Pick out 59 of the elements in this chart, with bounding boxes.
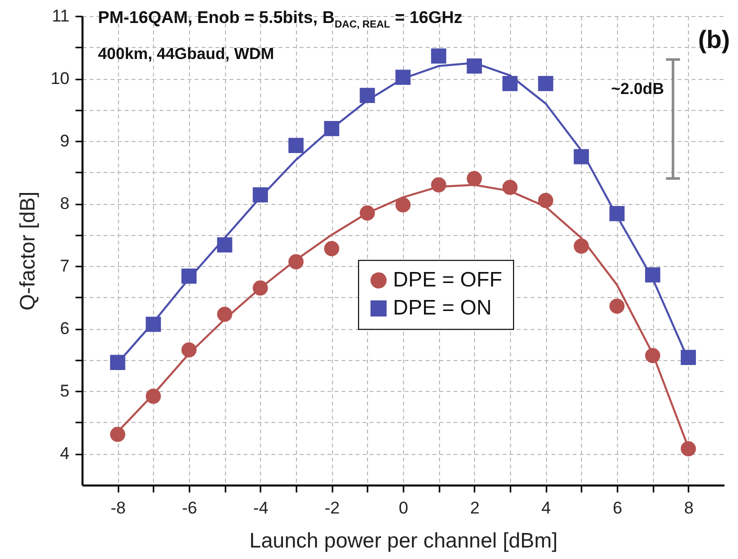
x-tick-label: -4: [253, 498, 268, 518]
y-tick-label: 10: [50, 69, 70, 88]
point: [395, 197, 411, 212]
text: 400km, 44Gbaud, WDM: [98, 46, 274, 64]
y-tick-label: 5: [60, 382, 70, 401]
point: [395, 70, 411, 85]
y-tick-label: 11: [52, 6, 70, 26]
point: [538, 76, 554, 92]
point: [502, 76, 518, 92]
point: [574, 238, 589, 254]
annotation: ~2.0dB: [611, 81, 664, 99]
x-tick-label: 4: [541, 498, 551, 518]
point: [645, 348, 660, 364]
x-tick-label: 6: [612, 498, 622, 518]
x-tick-label: -8: [110, 498, 126, 518]
point: [466, 58, 482, 74]
point: [110, 426, 126, 442]
annotation: (b): [698, 26, 730, 55]
y-tick-label: 9: [60, 132, 70, 151]
point: [324, 241, 340, 256]
point: [252, 187, 268, 202]
point: [146, 388, 161, 404]
x-tick-label: -6: [182, 498, 198, 518]
point: [574, 149, 589, 164]
y-tick-label: 6: [60, 319, 70, 338]
x-tick-label: 8: [684, 498, 694, 518]
point: [680, 441, 696, 456]
point: [324, 120, 340, 136]
point: [680, 350, 696, 366]
point: [360, 88, 375, 103]
point: [181, 268, 197, 284]
point: [609, 206, 625, 222]
point: [288, 138, 304, 154]
y-axis-title: Q-factor [dB]: [16, 191, 40, 311]
point: [431, 177, 446, 192]
point: [110, 354, 126, 370]
y-tick-label: 4: [60, 444, 70, 464]
legend-label: DPE = OFF: [393, 268, 502, 292]
point: [609, 298, 625, 314]
y-tick-label: 8: [60, 194, 70, 214]
point: [217, 306, 232, 322]
point: [252, 280, 268, 296]
point: [502, 180, 518, 195]
point: [360, 205, 375, 221]
point: [146, 316, 161, 332]
x-tick-label: 2: [470, 498, 480, 518]
point: [538, 192, 554, 208]
y-tick-label: 7: [60, 256, 70, 276]
point: [288, 254, 304, 270]
x-axis-title: Launch power per channel [dBm]: [249, 530, 558, 552]
x-tick-label: -2: [324, 498, 340, 518]
point: [181, 342, 197, 358]
point: [431, 48, 446, 64]
point: [645, 267, 660, 282]
legend-label: DPE = ON: [393, 296, 492, 320]
x-tick-label: 0: [398, 498, 408, 518]
point: [466, 171, 482, 186]
chart-title: PM-16QAM, Enob = 5.5bits, B$_{DAC, REAL}$ = 16GHz: [98, 8, 462, 30]
point: [217, 237, 232, 252]
